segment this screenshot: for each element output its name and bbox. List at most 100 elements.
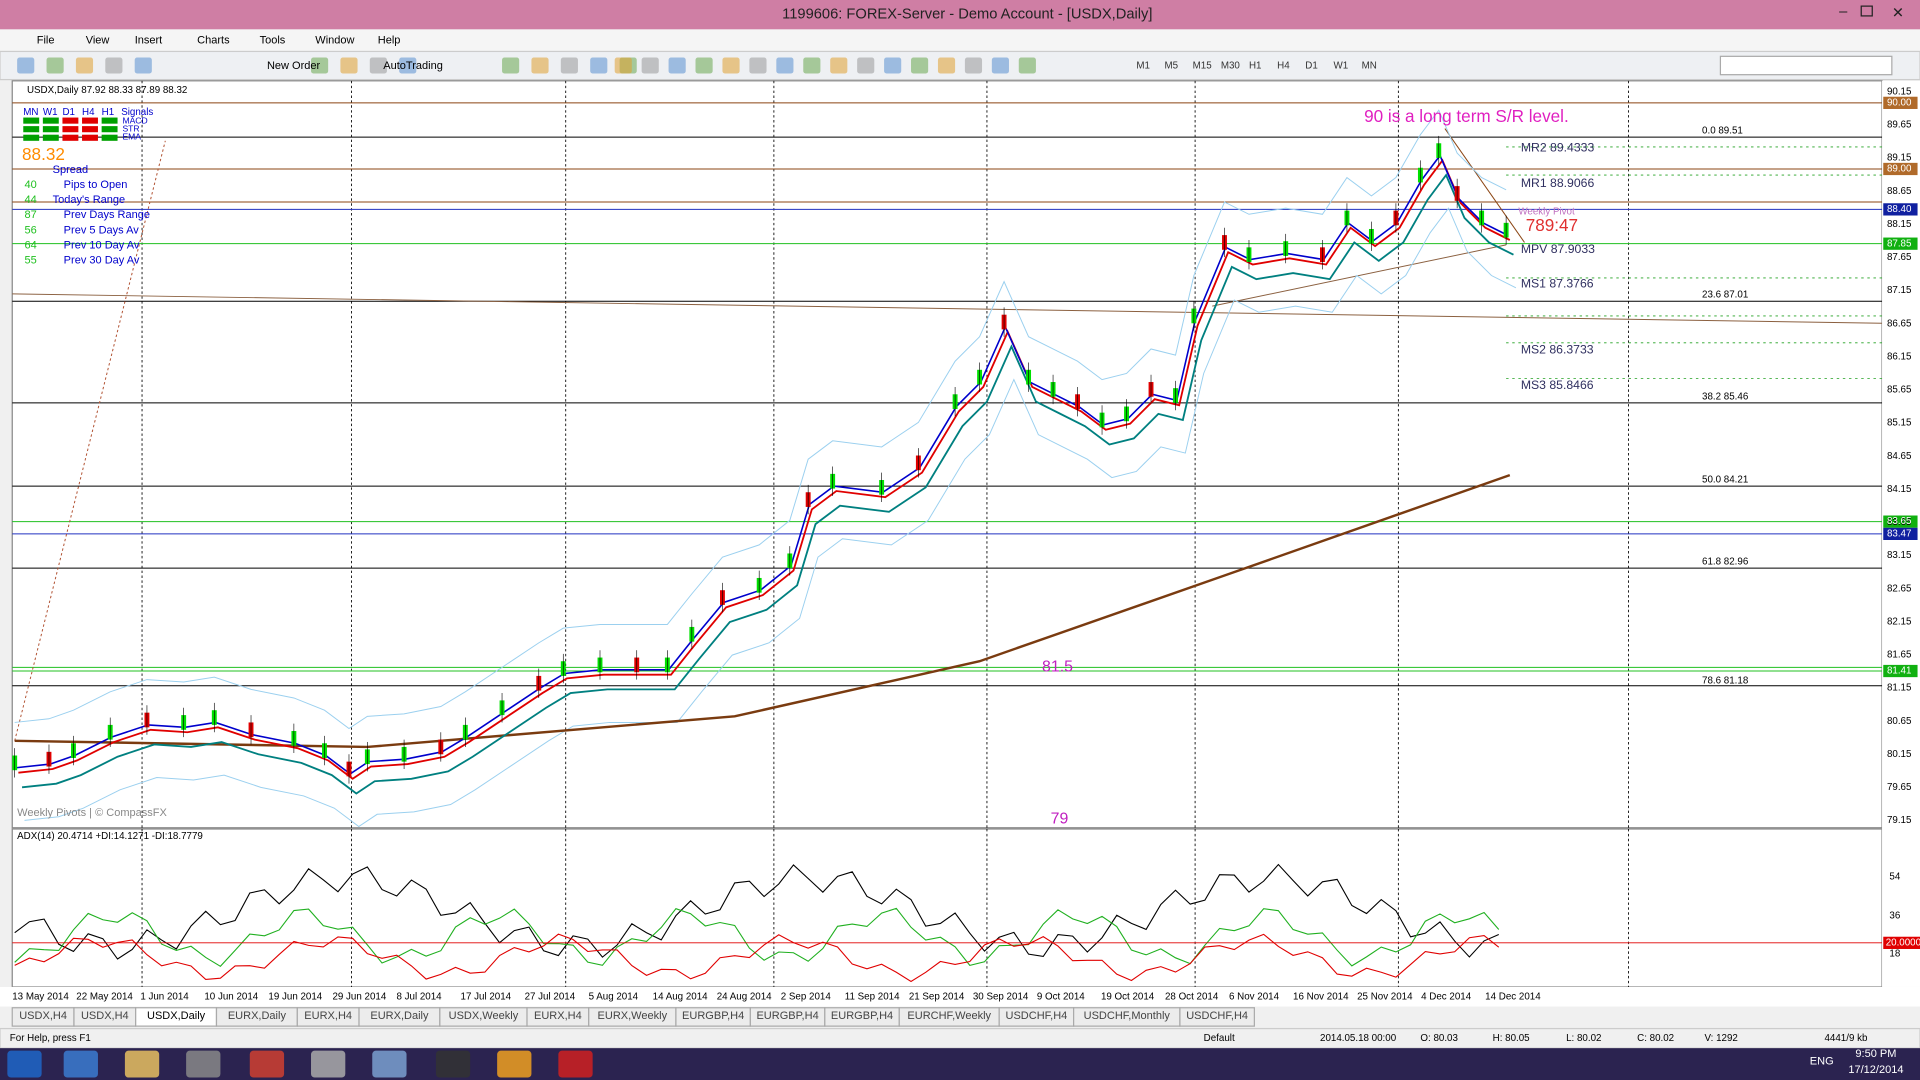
signal-header: MN bbox=[23, 107, 38, 118]
toolbar-icon bbox=[369, 57, 387, 74]
signal-cell bbox=[101, 134, 118, 141]
pivot-label: MS1 87.3766 bbox=[1521, 276, 1594, 290]
timeframe-button[interactable]: M15 bbox=[1193, 61, 1213, 72]
price-highlight bbox=[1883, 203, 1918, 216]
highlighted-price: 87.85 bbox=[1887, 238, 1912, 249]
taskbar-app[interactable] bbox=[63, 1050, 98, 1078]
chart-tab-label: USDX,H4 bbox=[19, 1010, 67, 1022]
search-box[interactable] bbox=[1719, 55, 1893, 76]
stat-value: 40 bbox=[24, 179, 36, 191]
price-tick-label: 88.15 bbox=[1887, 219, 1912, 230]
chart-tab-label: USDX,Weekly bbox=[449, 1010, 519, 1022]
chart-tab-label: USDX,H4 bbox=[81, 1010, 129, 1022]
toolbar-icon bbox=[991, 57, 1009, 74]
taskbar-app[interactable] bbox=[558, 1050, 593, 1078]
taskbar-app[interactable] bbox=[372, 1050, 407, 1078]
taskbar-app[interactable] bbox=[186, 1050, 221, 1078]
plus-di-line bbox=[14, 907, 1500, 967]
toolbar-icon bbox=[884, 57, 902, 74]
stat-value: 64 bbox=[24, 240, 36, 252]
maximize[interactable] bbox=[1860, 5, 1873, 17]
chart-tab[interactable] bbox=[1179, 1007, 1255, 1027]
stat-value: 55 bbox=[24, 255, 36, 267]
taskbar-app[interactable] bbox=[311, 1050, 346, 1078]
stat-value: 44 bbox=[24, 194, 36, 206]
status-field: 2014.05.18 00:00 bbox=[1320, 1033, 1397, 1044]
date-label: 9 Oct 2014 bbox=[1037, 991, 1085, 1002]
timeframe-button[interactable]: M1 bbox=[1136, 61, 1150, 72]
adx-line bbox=[14, 863, 1499, 960]
new-order-button[interactable]: New Order bbox=[267, 60, 321, 72]
autotrading-button[interactable]: AutoTrading bbox=[383, 60, 443, 72]
timeframe-button[interactable]: H1 bbox=[1249, 61, 1262, 72]
timeframe-button[interactable]: W1 bbox=[1333, 61, 1348, 72]
menu-item[interactable]: Charts bbox=[197, 34, 230, 46]
minus-di-line bbox=[14, 933, 1500, 983]
signal-cell bbox=[23, 117, 40, 124]
taskbar-date: 17/12/2014 bbox=[1848, 1064, 1903, 1076]
timeframe-button[interactable]: D1 bbox=[1305, 61, 1318, 72]
chart-tab-label: EURX,Daily bbox=[228, 1010, 287, 1022]
date-label: 22 May 2014 bbox=[76, 991, 133, 1002]
price-tick-label: 89.65 bbox=[1887, 120, 1912, 131]
taskbar-app[interactable] bbox=[497, 1050, 532, 1078]
signal-cell bbox=[82, 134, 98, 141]
chart-area bbox=[11, 80, 1883, 829]
taskbar-app[interactable] bbox=[7, 1050, 42, 1078]
minimize[interactable]: – bbox=[1839, 4, 1848, 20]
price-tick-label: 80.65 bbox=[1887, 716, 1912, 727]
stat-label: Today's Range bbox=[53, 194, 126, 206]
toolbar-icon bbox=[311, 57, 329, 74]
signal-header: H4 bbox=[82, 107, 95, 118]
toolbar-icon bbox=[1018, 57, 1036, 74]
timeframe-button[interactable]: M5 bbox=[1164, 61, 1178, 72]
price-highlight bbox=[1883, 96, 1918, 109]
signal-cell bbox=[62, 117, 79, 124]
signal-cell bbox=[42, 134, 59, 141]
close[interactable]: ✕ bbox=[1892, 5, 1904, 21]
menu-item[interactable]: File bbox=[37, 34, 55, 46]
timeframe-button[interactable]: M30 bbox=[1221, 61, 1241, 72]
price-highlight bbox=[1883, 162, 1918, 176]
trend-line bbox=[1212, 244, 1507, 307]
menu-item[interactable]: Insert bbox=[135, 34, 163, 46]
chart-tab-label: EURX,Daily bbox=[370, 1010, 429, 1022]
date-label: 30 Sep 2014 bbox=[973, 991, 1029, 1002]
timeframe-button[interactable]: H4 bbox=[1277, 61, 1290, 72]
timeframe-button[interactable]: MN bbox=[1362, 61, 1377, 72]
highlighted-price: 81.41 bbox=[1887, 666, 1911, 677]
price-highlight bbox=[1883, 664, 1918, 678]
trend-line bbox=[12, 293, 1883, 324]
menu-item[interactable]: Window bbox=[315, 34, 354, 46]
signal-cell bbox=[42, 117, 59, 124]
window-title: 1199606: FOREX-Server - Demo Account - [… bbox=[782, 7, 1152, 23]
menu-item[interactable]: Tools bbox=[260, 34, 286, 46]
menu-item[interactable]: View bbox=[86, 34, 110, 46]
signal-cell bbox=[42, 126, 59, 133]
highlighted-price: 83.47 bbox=[1887, 528, 1911, 539]
price-highlight bbox=[1883, 237, 1918, 250]
date-label: 17 Jul 2014 bbox=[461, 991, 512, 1002]
toolbar-icon bbox=[614, 57, 632, 74]
date-label: 21 Sep 2014 bbox=[909, 991, 965, 1002]
fib-label: 23.6 87.01 bbox=[1702, 290, 1748, 301]
menu-item[interactable]: Help bbox=[378, 34, 401, 46]
toolbar-icon bbox=[695, 57, 713, 74]
chart-tab-label: USDCHF,Monthly bbox=[1084, 1010, 1171, 1022]
ema-fast bbox=[15, 153, 1508, 775]
date-label: 8 Jul 2014 bbox=[396, 991, 442, 1002]
chart-tab-label: EURX,Weekly bbox=[598, 1010, 668, 1022]
toolbar-icon bbox=[560, 57, 578, 74]
taskbar-app[interactable] bbox=[124, 1050, 160, 1078]
chart-tab-label: EURGBP,H4 bbox=[682, 1010, 744, 1022]
taskbar-app[interactable] bbox=[249, 1050, 285, 1078]
toolbar-icon bbox=[668, 57, 686, 74]
date-label: 14 Aug 2014 bbox=[653, 991, 708, 1002]
taskbar-app[interactable] bbox=[435, 1050, 471, 1078]
chart-header: USDX,Daily 87.92 88.33 87.89 88.32 bbox=[27, 85, 187, 96]
signal-cell bbox=[101, 126, 118, 133]
signal-row-label: EMA bbox=[122, 131, 141, 141]
date-label: 11 Sep 2014 bbox=[845, 991, 900, 1002]
